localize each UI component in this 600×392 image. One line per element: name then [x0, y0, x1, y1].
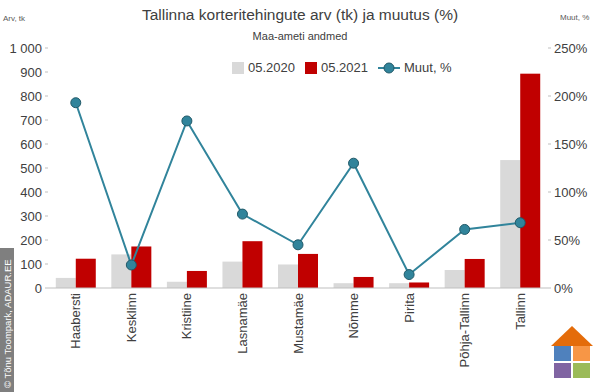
x-tick-label: Kristiine: [179, 293, 194, 339]
y2-tick: [548, 288, 551, 289]
y2-tick-label: 150%: [554, 137, 588, 152]
line-marker: [293, 240, 303, 250]
legend-label: 05.2020: [248, 60, 295, 75]
y-axis-label: Arv, tk: [3, 14, 26, 23]
y-tick: [45, 48, 48, 49]
bar: [187, 271, 207, 288]
line-marker: [515, 218, 525, 228]
logo-piece: [573, 363, 590, 378]
y2-tick-label: 250%: [554, 41, 588, 56]
y2-tick-label: 200%: [554, 89, 588, 104]
title: Tallinna korteritehingute arv (tk) ja mu…: [142, 6, 458, 23]
y2-tick-label: 50%: [554, 233, 580, 248]
line-marker: [71, 98, 81, 108]
line-marker: [460, 224, 470, 234]
line-marker: [349, 158, 359, 168]
bar: [167, 282, 187, 288]
chart-svg: Tallinna korteritehingute arv (tk) ja mu…: [0, 0, 600, 392]
y-tick: [45, 168, 48, 169]
bar: [445, 270, 465, 288]
y-tick: [45, 192, 48, 193]
y-tick-label: 1 000: [9, 41, 42, 56]
bar: [334, 283, 354, 288]
legend-swatch: [384, 63, 394, 73]
x-axis: [48, 288, 548, 289]
bar: [465, 259, 485, 288]
y-tick: [45, 120, 48, 121]
legend: 05.2020 05.2021 Muut, %: [232, 60, 452, 75]
y2-tick-label: 0%: [554, 281, 573, 296]
y-tick-label: 500: [20, 161, 42, 176]
y-tick-label: 300: [20, 209, 42, 224]
annotation-box: [0, 248, 14, 392]
line-marker: [182, 116, 192, 126]
line: [76, 103, 520, 275]
y-tick: [45, 288, 48, 289]
legend-swatch: [232, 62, 244, 74]
legend-swatch: [305, 62, 317, 74]
bar: [278, 264, 298, 288]
logo-piece: [573, 346, 590, 361]
y-tick: [45, 264, 48, 265]
y-tick: [45, 72, 48, 73]
y2-tick: [548, 192, 551, 193]
y2-tick-label: 100%: [554, 185, 588, 200]
bar: [298, 254, 318, 288]
subtitle: Maa-ameti andmed: [253, 30, 348, 42]
y-tick-label: 200: [20, 233, 42, 248]
bar: [242, 241, 262, 288]
x-tick-label: Haabersti: [68, 293, 83, 349]
x-tick-label: Mustamäe: [291, 293, 306, 354]
y-tick-label: 700: [20, 113, 42, 128]
x-tick-label: Tallinn: [513, 293, 528, 330]
legend-label: Muut, %: [404, 60, 452, 75]
x-tick-label: Nõmme: [346, 293, 361, 339]
x-tick-label: Põhja-Tallinn: [457, 293, 472, 367]
y-tick: [45, 216, 48, 217]
y-tick-label: 900: [20, 65, 42, 80]
plot-area: [56, 74, 540, 288]
logo-piece: [554, 363, 571, 378]
logo-piece: [554, 346, 571, 361]
bar: [76, 259, 96, 288]
bar: [222, 262, 242, 288]
x-tick-label: Pirita: [402, 292, 417, 322]
y-tick: [45, 96, 48, 97]
bar: [520, 74, 540, 288]
y-tick-label: 0: [35, 281, 42, 296]
bar: [354, 277, 374, 288]
bar: [409, 282, 429, 288]
line-marker: [126, 260, 136, 270]
logo-roof: [551, 326, 593, 346]
y2-tick: [548, 48, 551, 49]
annotation: © Tõnu Toompark, ADAUR.EE: [0, 248, 14, 392]
y-tick-label: 400: [20, 185, 42, 200]
y-tick: [45, 240, 48, 241]
legend-label: 05.2021: [321, 60, 368, 75]
chart-container: Tallinna korteritehingute arv (tk) ja mu…: [0, 0, 600, 392]
y-tick-label: 800: [20, 89, 42, 104]
x-tick-label: Lasnamäe: [235, 293, 250, 354]
line-marker: [404, 270, 414, 280]
y-tick-label: 100: [20, 257, 42, 272]
y2-tick: [548, 240, 551, 241]
y-tick-label: 600: [20, 137, 42, 152]
bar: [56, 278, 76, 288]
background: [0, 0, 600, 392]
y2-axis-label: Muut, %: [560, 13, 589, 22]
logo: [551, 326, 593, 378]
bar: [389, 283, 409, 288]
y2-tick: [548, 144, 551, 145]
x-tick-label: Kesklinn: [124, 293, 139, 342]
line-marker: [237, 209, 247, 219]
y-tick: [45, 144, 48, 145]
y2-tick: [548, 96, 551, 97]
annotation-text: © Tõnu Toompark, ADAUR.EE: [2, 259, 13, 388]
bar: [111, 254, 131, 288]
